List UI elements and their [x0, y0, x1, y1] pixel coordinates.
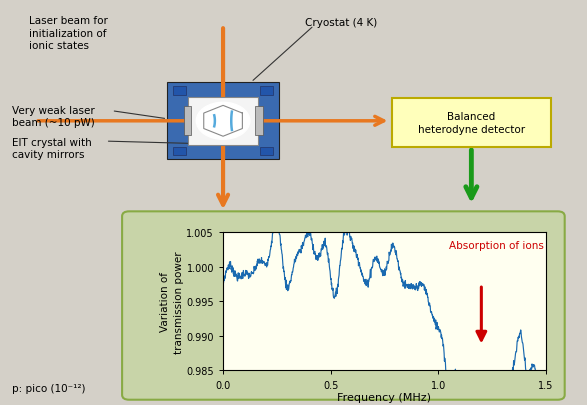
Y-axis label: Variation of
transmission power: Variation of transmission power	[160, 251, 184, 353]
Text: Absorption of ions: Absorption of ions	[449, 240, 544, 250]
Bar	[173, 87, 185, 96]
Bar	[167, 83, 279, 160]
Text: Laser beam for
initialization of
ionic states: Laser beam for initialization of ionic s…	[29, 16, 108, 51]
Bar	[184, 107, 191, 136]
Bar	[261, 87, 273, 96]
Circle shape	[196, 103, 250, 140]
Text: Cryostat (4 K): Cryostat (4 K)	[305, 18, 377, 28]
Bar	[392, 99, 551, 148]
Bar	[188, 98, 258, 145]
Text: EIT crystal with
cavity mirrors: EIT crystal with cavity mirrors	[12, 138, 92, 160]
Bar	[261, 147, 273, 156]
X-axis label: Frequency (MHz): Frequency (MHz)	[338, 392, 431, 402]
Text: Very weak laser
beam (~10 pW): Very weak laser beam (~10 pW)	[12, 105, 95, 128]
Text: Balanced
heterodyne detector: Balanced heterodyne detector	[418, 112, 525, 135]
Bar	[173, 147, 185, 156]
Text: p: pico (10⁻¹²): p: pico (10⁻¹²)	[12, 383, 85, 393]
FancyBboxPatch shape	[122, 212, 565, 400]
Bar	[255, 107, 262, 136]
